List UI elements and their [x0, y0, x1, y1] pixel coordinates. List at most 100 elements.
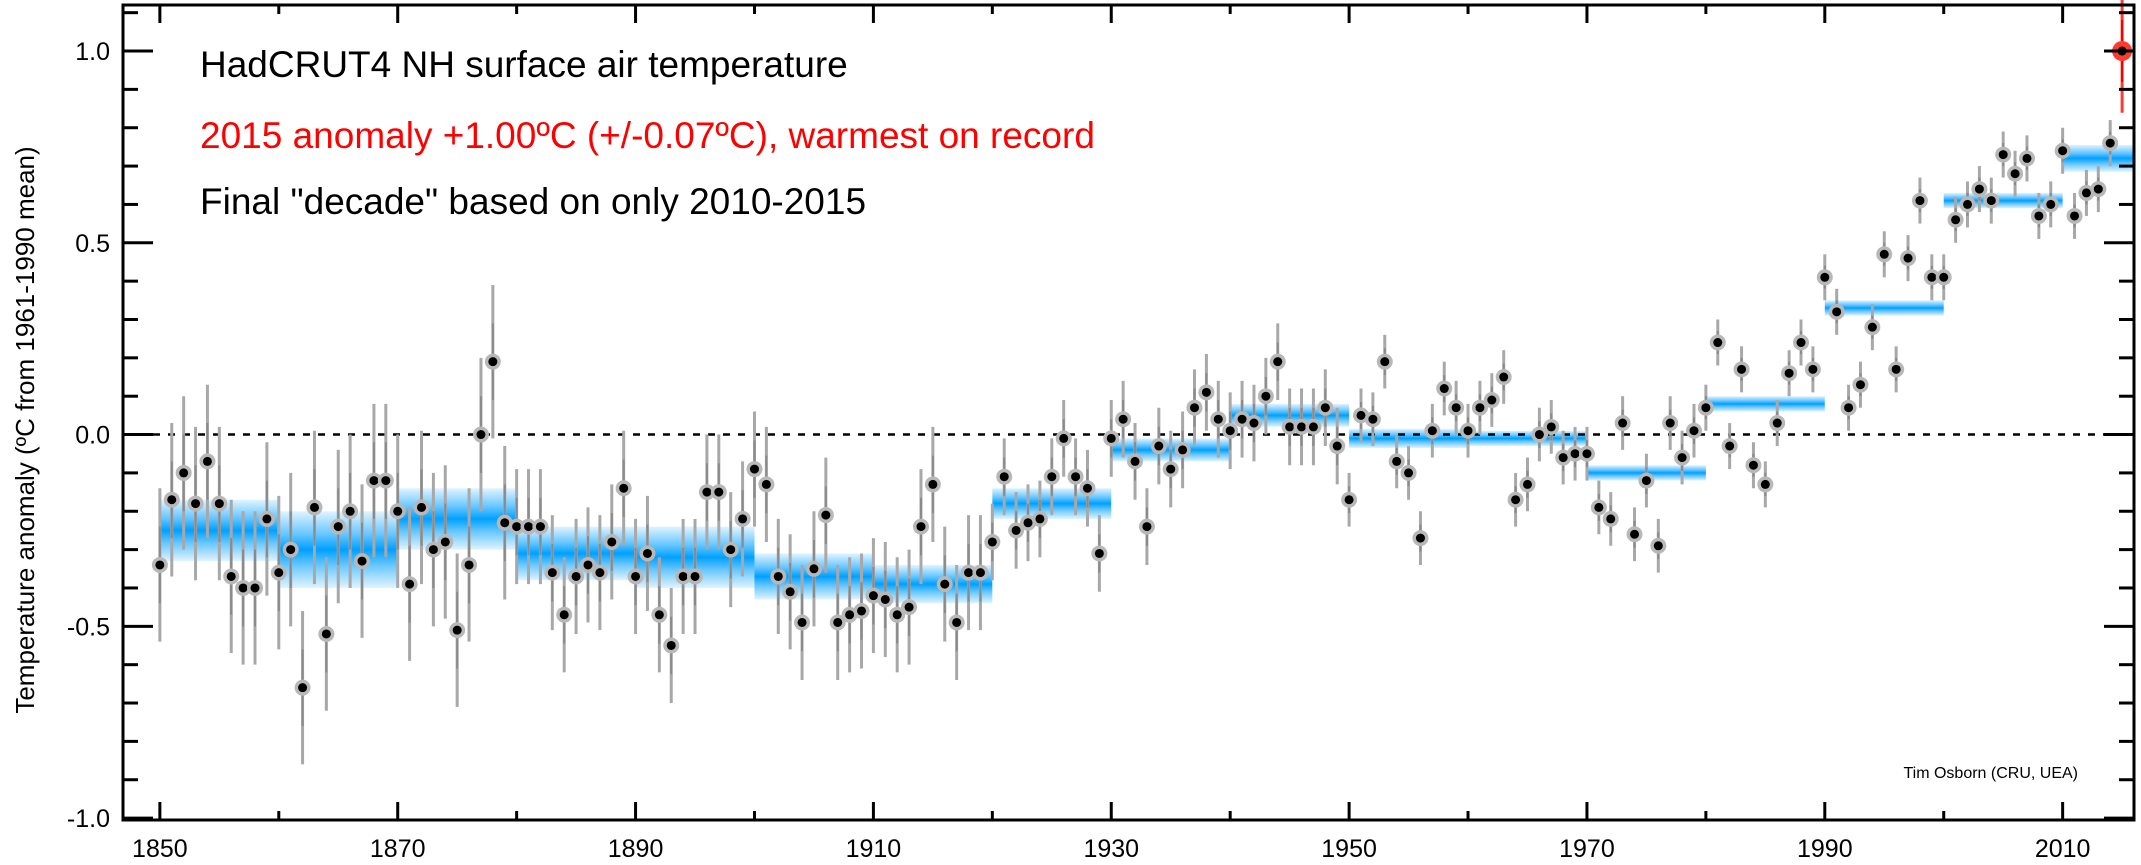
data-point: [952, 617, 962, 627]
x-tick-label: 1930: [1083, 835, 1139, 863]
data-point: [785, 587, 795, 597]
data-point: [761, 479, 771, 489]
data-point: [1582, 449, 1592, 459]
data-point: [1475, 403, 1485, 413]
data-point: [2046, 199, 2056, 209]
data-point: [1737, 364, 1747, 374]
data-point: [583, 560, 593, 570]
data-point: [714, 487, 724, 497]
data-point: [428, 545, 438, 555]
data-point: [1190, 403, 1200, 413]
data-point: [702, 487, 712, 497]
data-point: [298, 683, 308, 693]
data-point: [274, 568, 284, 578]
data-point: [1059, 433, 1069, 443]
data-point: [1867, 322, 1877, 332]
data-point: [619, 483, 629, 493]
data-point: [191, 499, 201, 509]
data-point: [1071, 472, 1081, 482]
data-point: [1796, 338, 1806, 348]
data-point: [2034, 211, 2044, 221]
data-point: [1439, 384, 1449, 394]
data-point: [1665, 418, 1675, 428]
data-point: [1641, 476, 1651, 486]
data-point: [607, 537, 617, 547]
data-point: [547, 568, 557, 578]
data-point: [1035, 514, 1045, 524]
data-point: [1392, 456, 1402, 466]
data-point: [1832, 307, 1842, 317]
data-point: [1915, 196, 1925, 206]
data-point: [1047, 472, 1057, 482]
data-point: [1011, 525, 1021, 535]
data-point: [1772, 418, 1782, 428]
data-point: [488, 357, 498, 367]
data-point: [1368, 414, 1378, 424]
data-point: [726, 545, 736, 555]
data-point: [1487, 395, 1497, 405]
data-point: [940, 579, 950, 589]
axis-tick-labels: 1850 1870 1890 1910 1930 1950 1970 1990 2010 -1.0…: [67, 38, 2091, 863]
data-point: [928, 479, 938, 489]
data-point: [892, 610, 902, 620]
data-point: [167, 495, 177, 505]
data-point: [476, 430, 486, 440]
x-tick-label: 1990: [1797, 835, 1853, 863]
data-point: [2058, 146, 2068, 156]
data-point: [1178, 445, 1188, 455]
axis-ticks: [123, 5, 2134, 820]
data-point: [2010, 169, 2020, 179]
data-point: [321, 629, 331, 639]
y-tick-label: -1.0: [67, 805, 110, 833]
data-point: [857, 606, 867, 616]
data-point: [1939, 272, 1949, 282]
data-point: [155, 560, 165, 570]
data-point: [345, 506, 355, 516]
data-point: [1879, 249, 1889, 259]
data-point: [381, 476, 391, 486]
data-point: [1891, 364, 1901, 374]
data-point: [2105, 138, 2115, 148]
data-point: [1332, 441, 1342, 451]
data-point: [202, 456, 212, 466]
data-point: [250, 583, 260, 593]
data-point: [631, 571, 641, 581]
data-point: [880, 594, 890, 604]
decadal-band: [397, 488, 517, 550]
data-point: [738, 514, 748, 524]
data-point: [1511, 495, 1521, 505]
decadal-band: [1468, 430, 1587, 447]
data-point: [916, 522, 926, 532]
data-point: [975, 568, 985, 578]
data-point: [1963, 199, 1973, 209]
data-point: [1463, 426, 1473, 436]
data-point: [535, 522, 545, 532]
data-point: [2070, 211, 2080, 221]
data-point: [999, 472, 1009, 482]
data-point: [2022, 153, 2032, 163]
data-point: [214, 499, 224, 509]
data-point: [1297, 422, 1307, 432]
data-point: [2093, 184, 2103, 194]
data-point: [1308, 422, 1318, 432]
data-point: [1404, 468, 1414, 478]
data-point: [512, 522, 522, 532]
x-tick-label: 1950: [1321, 835, 1377, 863]
data-point: [1951, 215, 1961, 225]
data-point: [1820, 272, 1830, 282]
plot-frame: [121, 3, 2136, 822]
data-point: [1546, 422, 1556, 432]
data-point: [1154, 441, 1164, 451]
data-point: [1356, 410, 1366, 420]
data-point: [821, 510, 831, 520]
annual-points: [151, 41, 2133, 696]
data-point: [833, 617, 843, 627]
data-point: [1130, 456, 1140, 466]
y-tick-label: 0.5: [75, 230, 110, 258]
data-point: [1903, 253, 1913, 263]
data-point: [1653, 541, 1663, 551]
data-point: [797, 617, 807, 627]
data-point: [333, 522, 343, 532]
data-point: [809, 564, 819, 574]
data-point: [749, 464, 759, 474]
